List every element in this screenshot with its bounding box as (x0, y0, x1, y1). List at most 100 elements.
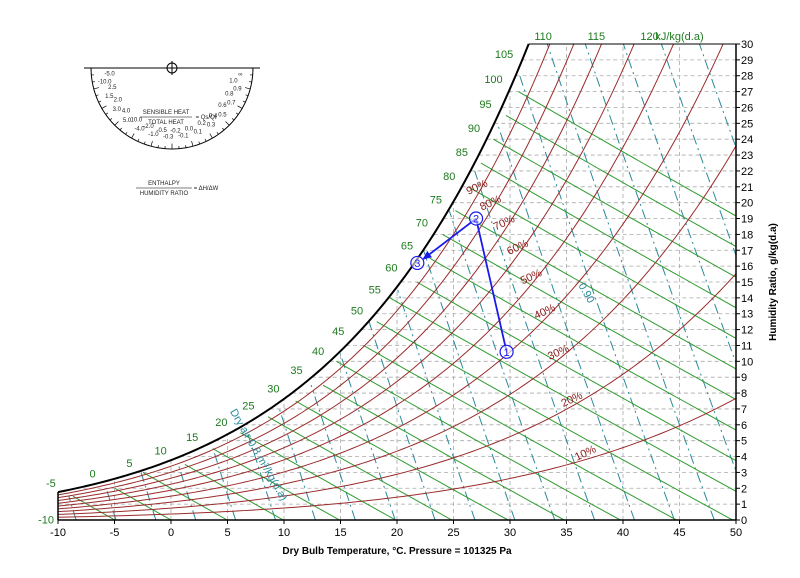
x-axis-title: Dry Bulb Temperature, °C. Pressure = 101… (282, 546, 512, 557)
process-point (499, 344, 514, 359)
rh-curve (58, 273, 736, 515)
volume-line (244, 424, 276, 520)
y-tick-label: 22 (741, 166, 753, 178)
rh-curve (58, 44, 724, 510)
labels: -10 -5 0 5 10 15 20 25 30 35 40 45 50012345678910111… (38, 31, 753, 539)
protractor-tick (131, 133, 135, 139)
enthalpy-tick-label: 20 (215, 417, 227, 429)
volume-line (212, 448, 237, 520)
enthalpy-tick-label: 85 (456, 147, 468, 159)
volume-line (474, 170, 596, 520)
protractor-delta-symbol: = ΔH/ΔW (194, 186, 219, 192)
x-tick-label: 20 (391, 527, 403, 539)
rh-curve (58, 145, 736, 513)
volume-line (140, 472, 157, 520)
volume-line (68, 496, 77, 520)
protractor-scale-label: ∞ (238, 72, 242, 78)
protractor-tick (143, 141, 146, 145)
y-tick-label: 15 (741, 277, 753, 289)
enthalpy-tick-label: 100 (484, 74, 502, 86)
volume-line (177, 464, 197, 520)
y-tick-label: 20 (741, 198, 753, 210)
protractor-tick (231, 118, 235, 121)
protractor-tick (198, 141, 201, 145)
volume-line (660, 44, 736, 257)
process-segment (422, 217, 477, 260)
y-axis-title: Humidity Ratio, g/kg(d.a) (768, 223, 779, 341)
saturation-curve (57, 43, 530, 494)
y-tick-label: 27 (741, 87, 753, 99)
x-tick-label: 10 (278, 527, 290, 539)
protractor-scale-label: 0.0 (185, 126, 194, 132)
process-point (410, 255, 425, 271)
protractor-scale-label: 0.4 (209, 113, 218, 119)
protractor-scale-label: 1.5 (105, 94, 114, 100)
y-tick-label: 9 (741, 372, 747, 384)
rh-curve (58, 44, 575, 499)
gridlines (58, 44, 736, 520)
x-tick-label: 45 (673, 527, 685, 539)
protractor-tick (216, 131, 219, 135)
protractor-humidity-label: HUMIDITY RATIO (140, 191, 189, 197)
enthalpy-tick-label: 70 (416, 218, 428, 230)
enthalpy-tick-label: -5 (46, 478, 56, 490)
volume-line (397, 289, 476, 520)
enthalpy-tick-label: 25 (242, 401, 254, 413)
enthalpy-line (416, 281, 736, 462)
x-tick-label: 30 (504, 527, 516, 539)
y-tick-label: 29 (741, 55, 753, 67)
protractor-tick (98, 100, 102, 103)
volume-label: 0.90 (575, 281, 596, 306)
enthalpy-tick-label: -10 (38, 515, 54, 527)
x-tick-label: -10 (50, 527, 66, 539)
enthalpy-tick-label: 115 (588, 31, 606, 43)
rh-curve (58, 44, 635, 504)
y-tick-label: 11 (741, 340, 752, 352)
protractor-scale-label: -0.5 (157, 128, 168, 134)
protractor-scale-label: 0.7 (227, 101, 236, 107)
protractor-scale-label: -0.2 (170, 129, 181, 135)
enthalpy-tick-label: 40 (312, 346, 324, 358)
protractor-scale-label: -1.0 (148, 132, 159, 138)
enthalpy-line (505, 114, 736, 248)
protractor-tick (237, 105, 243, 109)
process-path: 1 2 3 (410, 211, 514, 359)
y-tick-label: 23 (741, 150, 753, 162)
protractor-scale-label: 2.5 (108, 85, 117, 91)
protractor-tick (209, 133, 213, 139)
enthalpy-tick-label: 120 (640, 31, 658, 43)
rh-curve (58, 397, 736, 518)
protractor-scale-label: -0.1 (178, 134, 189, 140)
process-point-label: 1 (504, 347, 510, 359)
protractor-tick (242, 100, 246, 103)
enthalpy-tick-label: 80 (443, 171, 455, 183)
protractor-tick (109, 118, 113, 121)
y-tick-label: 21 (741, 182, 753, 194)
rh-curve (58, 44, 675, 507)
enthalpy-line (480, 162, 736, 309)
y-tick-label: 24 (741, 134, 753, 146)
x-tick-label: 5 (224, 527, 230, 539)
volume-line (584, 44, 736, 473)
volume-line (519, 75, 675, 520)
enthalpy-line (267, 416, 453, 520)
protractor-scale-label: -0.3 (163, 135, 174, 141)
enthalpy-tick-label: 45 (332, 326, 344, 338)
enthalpy-line (389, 297, 736, 492)
process-point (469, 211, 484, 226)
protractor-tick (114, 121, 119, 126)
y-tick-label: 4 (741, 452, 747, 464)
enthalpy-line (455, 210, 736, 370)
process-point-label: 3 (414, 258, 420, 270)
enthalpy-tick-label: 5 (126, 458, 132, 470)
enthalpy-line (336, 360, 621, 520)
protractor-scale-label: 5.0 (123, 118, 132, 124)
enthalpy-line (493, 138, 736, 278)
protractor-tick (101, 105, 107, 109)
volume-line (622, 44, 736, 365)
x-tick-label: 0 (168, 527, 174, 539)
protractor-tick (245, 94, 249, 97)
y-tick-label: 8 (741, 388, 747, 400)
volume-line (496, 123, 635, 520)
y-tick-label: 12 (741, 325, 753, 337)
